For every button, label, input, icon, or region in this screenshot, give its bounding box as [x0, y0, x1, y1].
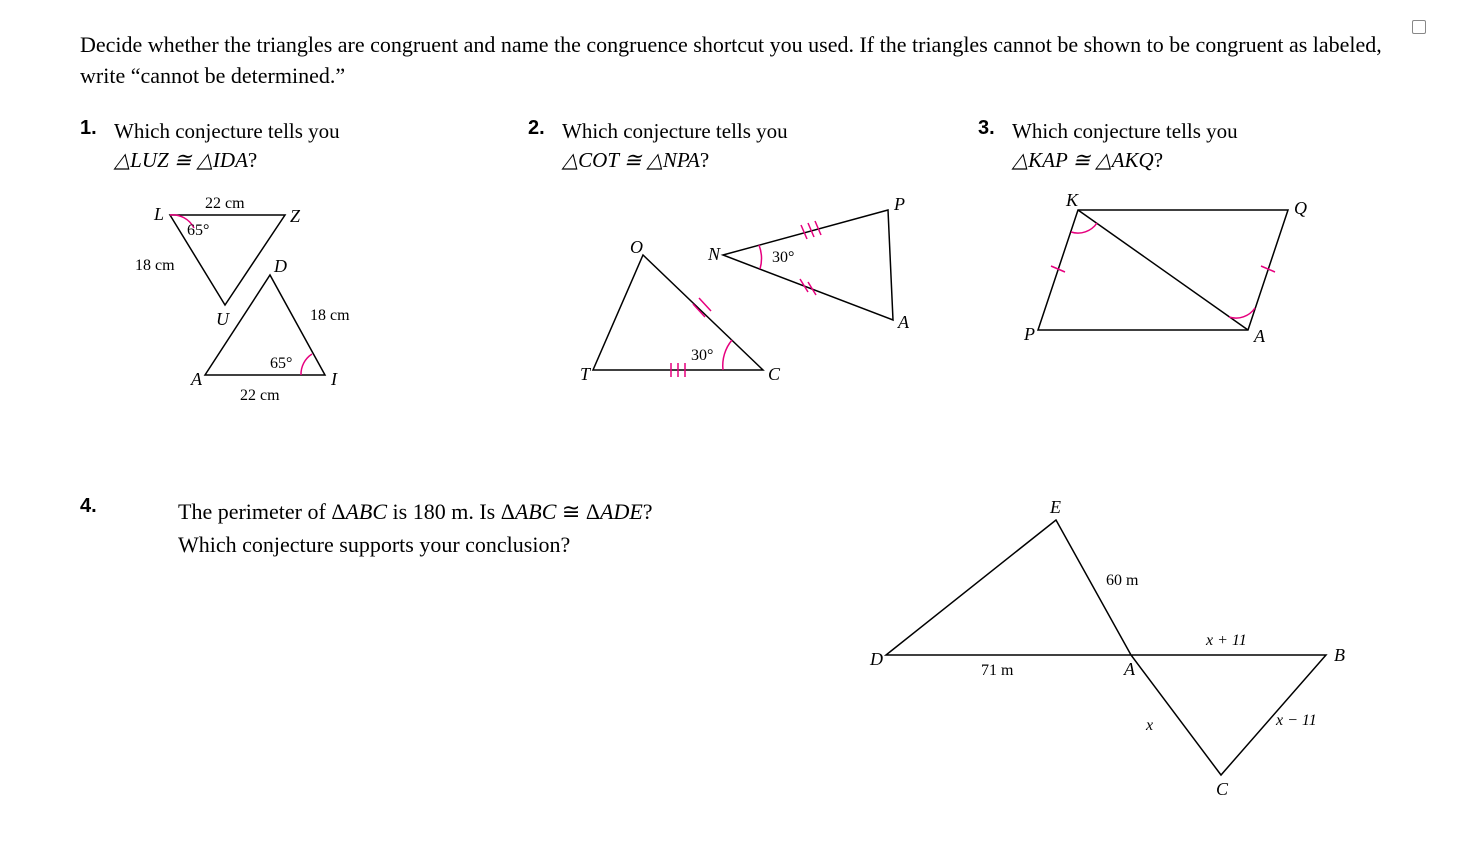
- label-A: A: [897, 312, 910, 332]
- p4-line1-b: is 180 m. Is Δ: [387, 499, 515, 524]
- triangle-ida: D A I 18 cm 22 cm 65°: [190, 256, 350, 404]
- p4-abc2: ABC: [515, 499, 557, 524]
- meas-LU: 18 cm: [135, 257, 175, 274]
- p4-line1-q: ?: [643, 499, 653, 524]
- meas-LZ: 22 cm: [205, 195, 245, 212]
- problem-2: 2. Which conjecture tells you △COT ≅ △NP…: [528, 117, 938, 416]
- problem-3-number: 3.: [978, 117, 1008, 140]
- label-T: T: [580, 364, 592, 384]
- meas-AC: x: [1145, 717, 1153, 734]
- meas-AI: 22 cm: [240, 387, 280, 404]
- meas-DI: 18 cm: [310, 307, 350, 324]
- p4-line1-a: The perimeter of Δ: [178, 499, 345, 524]
- problem-2-figure: N P A 30° O T: [558, 190, 938, 405]
- label-C: C: [768, 364, 781, 384]
- label-O: O: [630, 237, 643, 257]
- problem-4-text: The perimeter of ΔABC is 180 m. Is ΔABC …: [178, 495, 766, 800]
- problem-4-number: 4.: [80, 495, 110, 518]
- meas-angle-I: 65°: [270, 355, 292, 372]
- p3-congruence: △KAP ≅ △AKQ: [1012, 148, 1154, 172]
- label-K: K: [1065, 190, 1079, 210]
- p1-qmark: ?: [248, 148, 257, 172]
- meas-DA: 71 m: [981, 662, 1014, 679]
- label-E: E: [1049, 497, 1061, 517]
- label-A: A: [190, 369, 203, 389]
- label-B: B: [1334, 645, 1345, 665]
- instructions: Decide whether the triangles are congrue…: [80, 30, 1386, 92]
- p4-line1-c: ≅ Δ: [556, 499, 600, 524]
- problem-1-figure: L Z U 22 cm 18 cm 65° D A I 18 cm 22 cm …: [110, 190, 488, 415]
- p1-prompt: Which conjecture tells you: [114, 119, 340, 143]
- meas-AE: 60 m: [1106, 572, 1139, 589]
- triangles-ade-abc: E D A B C 60 m 71 m x + 11 x x − 11: [869, 497, 1345, 795]
- label-I: I: [330, 369, 338, 389]
- p4-abc1: ABC: [345, 499, 387, 524]
- p2-prompt: Which conjecture tells you: [562, 119, 788, 143]
- p2-qmark: ?: [700, 148, 709, 172]
- problem-1-text: Which conjecture tells you △LUZ ≅ △IDA?: [114, 117, 482, 176]
- p3-qmark: ?: [1154, 148, 1163, 172]
- problem-2-number: 2.: [528, 117, 558, 140]
- problem-1: 1. Which conjecture tells you △LUZ ≅ △ID…: [80, 117, 488, 416]
- problem-2-text: Which conjecture tells you △COT ≅ △NPA?: [562, 117, 932, 176]
- close-icon[interactable]: [1412, 20, 1426, 34]
- label-A: A: [1123, 659, 1136, 679]
- label-D: D: [273, 256, 287, 276]
- problems-row-2: 4. The perimeter of ΔABC is 180 m. Is ΔA…: [80, 495, 1386, 800]
- label-U: U: [216, 309, 230, 329]
- label-D: D: [869, 649, 883, 669]
- p4-ade: ADE: [600, 499, 643, 524]
- triangle-npa: N P A 30°: [707, 194, 910, 332]
- label-Q: Q: [1294, 198, 1307, 218]
- problem-3-text: Which conjecture tells you △KAP ≅ △AKQ?: [1012, 117, 1380, 176]
- problems-row-1: 1. Which conjecture tells you △LUZ ≅ △ID…: [80, 117, 1386, 416]
- meas-angle-C: 30°: [691, 347, 713, 364]
- p4-line2: Which conjecture supports your conclusio…: [178, 532, 570, 557]
- meas-angle-L: 65°: [187, 222, 209, 239]
- p1-congruence: △LUZ ≅ △IDA: [114, 148, 248, 172]
- problem-4-figure: E D A B C 60 m 71 m x + 11 x x − 11: [826, 495, 1386, 800]
- p2-congruence: △COT ≅ △NPA: [562, 148, 700, 172]
- label-L: L: [153, 204, 164, 224]
- label-P: P: [893, 194, 905, 214]
- meas-angle-N: 30°: [772, 249, 794, 266]
- problem-3-figure: K Q P A: [1008, 190, 1386, 365]
- meas-BC: x − 11: [1275, 712, 1317, 729]
- label-Z: Z: [290, 206, 301, 226]
- parallelogram-kqap: K Q P A: [1023, 190, 1307, 346]
- label-P: P: [1023, 324, 1035, 344]
- label-A: A: [1253, 326, 1266, 346]
- p3-prompt: Which conjecture tells you: [1012, 119, 1238, 143]
- meas-AB: x + 11: [1205, 632, 1247, 649]
- problem-3: 3. Which conjecture tells you △KAP ≅ △AK…: [978, 117, 1386, 416]
- problem-1-number: 1.: [80, 117, 110, 140]
- label-C: C: [1216, 779, 1229, 795]
- triangle-cot: O T C 30°: [580, 237, 781, 384]
- label-N: N: [707, 244, 721, 264]
